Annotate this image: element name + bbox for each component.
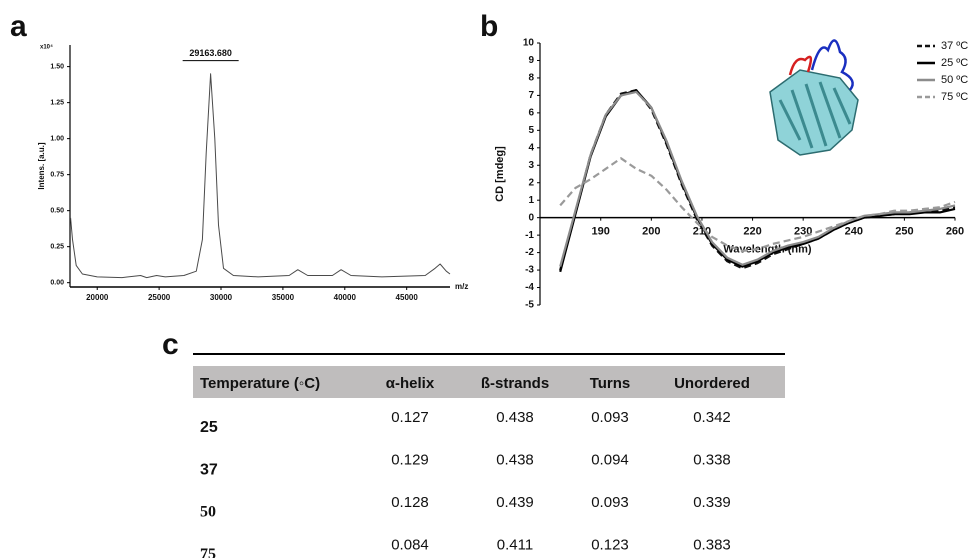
y-tick-label: 1.00 <box>50 135 64 142</box>
x-tick-label: 45000 <box>396 293 419 302</box>
table-cell: 0.128 <box>391 494 429 511</box>
protein-structure <box>769 39 859 156</box>
y-tick-label: 1.50 <box>50 63 64 70</box>
table-cell: 0.339 <box>693 494 731 511</box>
y-tick-label: 0.75 <box>50 171 64 178</box>
y-tick-label: 4 <box>528 142 534 153</box>
table-row-label: 25 <box>200 419 218 436</box>
y-tick-label: 1 <box>528 195 534 206</box>
y-tick-label: -4 <box>525 282 534 293</box>
table-cell: 0.094 <box>591 451 629 468</box>
x-tick-label: 25000 <box>148 293 171 302</box>
legend-label: 37 ºC <box>941 40 968 52</box>
y-tick-label: 8 <box>528 73 534 84</box>
y-tick-label: 9 <box>528 55 534 66</box>
y-tick-label: -1 <box>525 230 534 241</box>
table-cell: 0.411 <box>497 536 533 553</box>
legend-label: 50 ºC <box>941 74 968 86</box>
x-tick-label: 200 <box>642 226 660 238</box>
y-tick-label: 5 <box>528 125 534 136</box>
data-line <box>559 90 956 267</box>
data-line <box>70 73 451 279</box>
table-header-cell: ß-strands <box>481 375 549 392</box>
structure-strands <box>778 81 852 149</box>
y-axis-label: Intens. [a.u.] <box>37 142 46 189</box>
table-header-bg <box>193 366 785 398</box>
y-tick-label: -2 <box>525 247 534 258</box>
table-cell: 0.084 <box>391 536 429 553</box>
y-tick-label: 3 <box>528 160 534 171</box>
table-cell: 0.338 <box>693 451 731 468</box>
panel-label: a <box>10 10 27 43</box>
y-tick-label: 2 <box>528 177 534 188</box>
x-tick-label: 190 <box>592 226 610 238</box>
y-tick-label: 0.25 <box>50 244 64 251</box>
y-axis-label: CD [mdeg] <box>494 146 506 202</box>
y-tick-label: -5 <box>525 300 534 311</box>
panel-label: b <box>480 10 498 43</box>
annotation-label: 29163.680 <box>189 48 232 58</box>
x-tick-label: 35000 <box>272 293 295 302</box>
table-row-label: 75 <box>200 546 216 558</box>
y-tick-label: 0.00 <box>50 280 64 287</box>
table-cell: 0.439 <box>496 494 534 511</box>
structure-loop-blue <box>810 39 854 91</box>
table-header-cell: Temperature (◦C) <box>200 375 320 392</box>
x-tick-label: 260 <box>946 226 964 238</box>
table-cell: 0.438 <box>496 451 534 468</box>
table-header-cell: Turns <box>590 375 631 392</box>
y-tick-label: -3 <box>525 265 534 276</box>
x-axis-label: m/z <box>455 282 468 291</box>
legend-label: 25 ºC <box>941 57 968 69</box>
table-cell: 0.342 <box>693 409 731 426</box>
x-tick-label: 30000 <box>210 293 233 302</box>
y-tick-label: 6 <box>528 108 534 119</box>
x-tick-label: 250 <box>895 226 913 238</box>
table-cell: 0.438 <box>496 409 534 426</box>
x-tick-label: 20000 <box>86 293 109 302</box>
x-tick-label: 240 <box>845 226 863 238</box>
panel-label: c <box>162 328 179 361</box>
table-cell: 0.383 <box>693 536 731 553</box>
y-tick-label: 0 <box>528 212 534 223</box>
table-cell: 0.093 <box>591 409 629 426</box>
y-tick-label: 1.25 <box>50 99 64 106</box>
y-tick-label: 0.50 <box>50 207 64 214</box>
y-multiplier: x10⁴ <box>40 45 53 51</box>
legend-label: 75 ºC <box>941 91 968 103</box>
table-cell: 0.127 <box>391 409 429 426</box>
y-tick-label: 10 <box>523 38 535 49</box>
table-cell: 0.129 <box>391 451 429 468</box>
table-row-label: 50 <box>200 504 216 521</box>
structure-loop-red <box>788 55 813 76</box>
table-row-label: 37 <box>200 462 218 479</box>
table-header-cell: Unordered <box>674 375 750 392</box>
table-cell: 0.093 <box>591 494 629 511</box>
data-line <box>559 157 956 252</box>
table-header-cell: α-helix <box>386 375 435 392</box>
x-tick-label: 220 <box>743 226 761 238</box>
y-tick-label: 7 <box>528 90 534 101</box>
x-tick-label: 40000 <box>334 293 357 302</box>
table-cell: 0.123 <box>591 536 629 553</box>
